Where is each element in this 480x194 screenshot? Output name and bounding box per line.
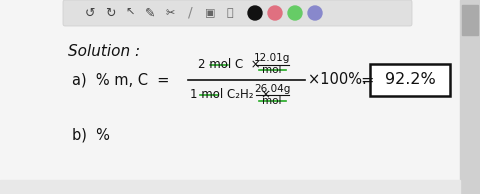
Text: ✂: ✂ <box>165 8 175 18</box>
Text: ✎: ✎ <box>145 7 155 20</box>
Text: mol: mol <box>262 96 282 106</box>
Circle shape <box>248 6 262 20</box>
Bar <box>460 0 480 194</box>
Text: Solution :: Solution : <box>68 44 140 60</box>
Text: mol: mol <box>262 65 282 75</box>
Text: ↺: ↺ <box>85 7 95 20</box>
Circle shape <box>308 6 322 20</box>
Text: =: = <box>360 73 373 87</box>
Text: 2 mol C  ×: 2 mol C × <box>198 59 261 72</box>
Text: ↻: ↻ <box>105 7 115 20</box>
Bar <box>370 64 450 96</box>
Circle shape <box>288 6 302 20</box>
Text: ↖: ↖ <box>125 8 135 18</box>
Text: 92.2%: 92.2% <box>384 73 435 87</box>
Text: a)  % m, C  =: a) % m, C = <box>72 73 169 87</box>
Text: 12.01g: 12.01g <box>254 53 290 63</box>
Bar <box>0 180 460 194</box>
Text: ×100%.: ×100%. <box>308 73 367 87</box>
Text: 🖼: 🖼 <box>227 8 233 18</box>
FancyBboxPatch shape <box>63 0 412 26</box>
Bar <box>462 5 478 35</box>
Text: ▣: ▣ <box>205 8 215 18</box>
Circle shape <box>268 6 282 20</box>
Text: /: / <box>188 6 192 20</box>
Text: 26.04g: 26.04g <box>254 84 290 94</box>
Text: 1 mol C₂H₂  ×: 1 mol C₂H₂ × <box>190 88 271 101</box>
Text: b)  %: b) % <box>72 127 110 143</box>
